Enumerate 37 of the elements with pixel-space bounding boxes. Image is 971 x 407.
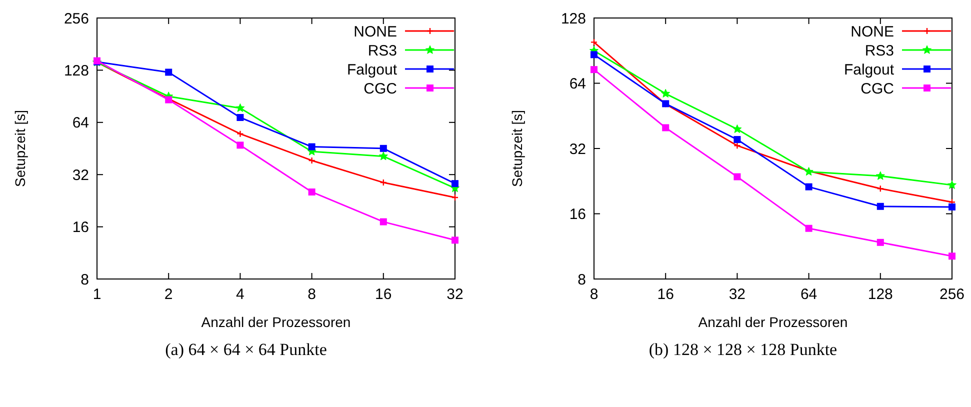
- text: (a) 64 × 64 × 64 Punkte: [165, 340, 327, 359]
- x-tick-label: 8: [590, 286, 598, 303]
- x-tick-label: 16: [657, 286, 674, 303]
- x-tick-label: 32: [446, 286, 464, 303]
- x-tick-label: 16: [375, 286, 392, 303]
- x-tick-label: 2: [164, 286, 173, 303]
- legend-label: RS3: [864, 42, 894, 60]
- legend-label: NONE: [354, 23, 397, 40]
- y-tick-label: 16: [72, 219, 89, 236]
- legend-label: Falgout: [346, 61, 398, 78]
- text: (b) 128 × 128 × 128 Punkte: [648, 340, 838, 359]
- y-tick-label: 8: [80, 271, 89, 288]
- y-tick-label: 32: [569, 140, 586, 158]
- x-tick-label: 128: [868, 286, 893, 303]
- x-tick-label: 256: [939, 286, 965, 303]
- y-axis-title: Setupzeit [s]: [12, 110, 28, 188]
- y-tick-label: 32: [72, 166, 89, 184]
- y-tick-label: 256: [64, 10, 89, 28]
- x-tick-label: 8: [308, 286, 316, 303]
- y-tick-label: 128: [560, 10, 586, 28]
- y-tick-label: 16: [569, 206, 586, 223]
- x-tick-label: 32: [728, 286, 746, 303]
- y-tick-label: 8: [578, 271, 586, 288]
- y-tick-label: 128: [64, 62, 89, 80]
- legend-label: CGC: [860, 80, 894, 98]
- legend-label: RS3: [368, 42, 397, 60]
- legend-label: NONE: [850, 23, 894, 40]
- x-axis-title: Anzahl der Prozessoren: [201, 314, 351, 330]
- legend-label: Falgout: [844, 61, 895, 78]
- x-tick-label: 4: [236, 286, 244, 303]
- x-tick-label: 64: [800, 286, 818, 303]
- y-tick-label: 64: [569, 76, 586, 92]
- legend-label: CGC: [364, 80, 398, 98]
- y-tick-label: 64: [72, 114, 89, 132]
- x-tick-label: 1: [92, 286, 102, 303]
- x-axis-title: Anzahl der Prozessoren: [698, 314, 848, 330]
- y-axis-title: Setupzeit [s]: [509, 110, 525, 188]
